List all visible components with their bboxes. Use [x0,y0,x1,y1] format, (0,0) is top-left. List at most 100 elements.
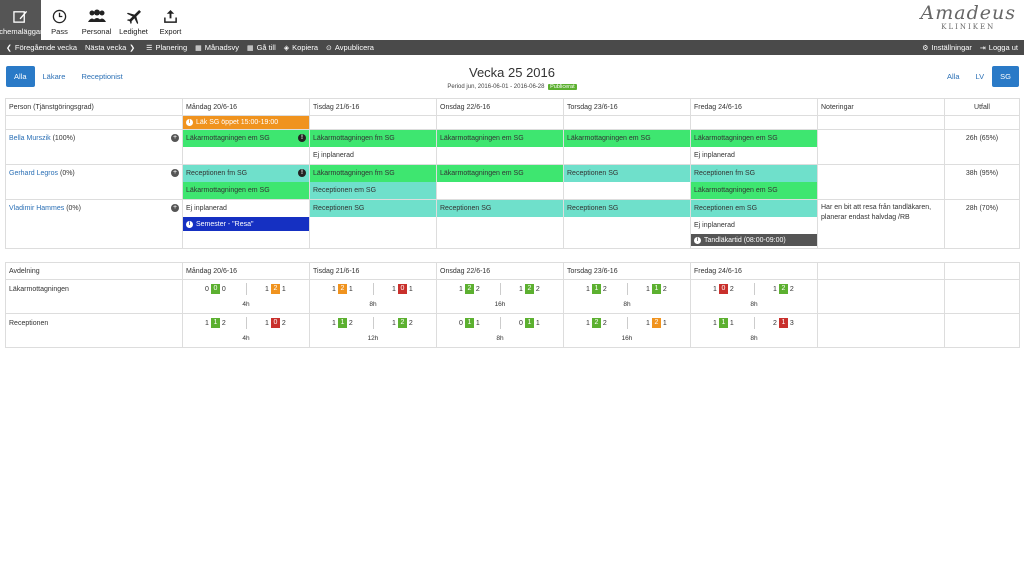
person-name[interactable]: Gerhard Legros [9,170,59,177]
outcome-value: 38h (95%) [965,170,999,177]
staffing-badge: 1 [591,284,601,294]
month-view-link[interactable]: ▦ Månadsvy [195,43,239,52]
divider [246,317,247,329]
alert-icon[interactable]: ! [298,134,306,142]
brand-logo: Amadeus KLINIKEN [921,4,1016,32]
leave-entry[interactable]: i Semester - "Resa" [183,217,309,231]
copy-link[interactable]: ◈ Kopiera [284,43,318,52]
leave-entry[interactable]: i Tandläkartid (08:00-09:00) [691,234,817,246]
shift[interactable]: Läkarmottagningen em SG [437,130,563,147]
person-name[interactable]: Bella Murszik [9,135,51,142]
person-name[interactable]: Vladimir Hammes [9,205,65,212]
next-week-link[interactable]: Nästa vecka ❯ [85,43,138,52]
add-shift-icon[interactable]: + [171,204,179,212]
shift[interactable]: Läkarmottagningen fm SG [310,130,436,147]
calendar-icon: ▦ [246,44,254,52]
shift-label: Receptionen em SG [694,205,758,212]
filter-all[interactable]: Alla [6,66,35,87]
staffing-hours: 8h [623,301,631,308]
toolbar-export[interactable]: Export [152,0,189,40]
prev-week-link[interactable]: ❮ Föregående vecka [6,43,77,52]
open-shift[interactable]: i Läk SG öppet 15:00-19:00 [183,116,309,129]
site-filter-sg[interactable]: SG [992,66,1019,87]
site-filter-lv[interactable]: LV [975,72,985,81]
shift[interactable]: Läkarmottagningen em SG! [183,130,309,147]
shift[interactable]: Läkarmottagningen em SG [437,165,563,182]
staffing-badge: 1 [210,318,220,328]
clock-icon [52,7,67,25]
calendar-icon: ▦ [195,44,202,52]
staffing-min: 1 [586,319,590,327]
toolbar-label: Pass [51,27,68,36]
week-period: Period jun, 2016-06-01 - 2016-06-28 Publ… [0,84,1024,90]
shift[interactable]: Receptionen SG [564,200,690,217]
shift-label: Receptionen SG [567,170,619,177]
shift-status: Ej inplanerad [694,152,735,159]
shift-label: Receptionen em SG [313,187,377,194]
filter-receptionist[interactable]: Receptionist [81,72,123,81]
staffing-max: 1 [729,319,734,327]
filter-doctors[interactable]: Läkare [42,72,66,81]
add-shift-icon[interactable]: + [171,169,179,177]
staffing-badge: 2 [651,318,661,328]
staffing-min: 0 [519,319,523,327]
staffing-max: 1 [662,319,667,327]
top-toolbar: Schemaläggare Pass Personal Ledighet Exp… [0,0,1024,40]
shift-label: Läkarmottagningen em SG [694,187,778,194]
shift[interactable]: Receptionen fm SG [691,165,817,182]
goto-link[interactable]: ▦ Gå till [247,43,276,52]
staffing-min: 1 [265,319,269,327]
toolbar-label: Personal [81,27,112,36]
add-shift-icon[interactable]: + [171,134,179,142]
shift[interactable]: Receptionen em SG [691,200,817,217]
logout-link[interactable]: ⇥ Logga ut [980,43,1018,52]
shift[interactable]: Receptionen SG [310,200,436,217]
planning-label: Planering [155,43,188,52]
staffing-badge: 1 [718,318,728,328]
staffing-badge: 2 [464,284,474,294]
staffing-min: 0 [459,319,463,327]
schedule-table: Person (Tjänstgöringsgrad) Måndag 20/6-1… [5,98,1020,249]
staffing-badge: 2 [591,318,601,328]
edit-icon [13,7,28,25]
leave-label: Semester - "Resa" [196,220,254,228]
table-row: Bella Murszik (100%) + Läkarmottagningen … [5,129,1020,165]
shift-label: Receptionen SG [567,205,619,212]
toolbar-scheduler[interactable]: Schemaläggare [0,0,47,40]
planning-link[interactable]: ☰ Planering [146,43,187,52]
gear-icon: ⚙ [922,44,929,52]
person-cell: Vladimir Hammes (0%) + [6,200,182,217]
unpublish-link[interactable]: ⊙ Avpublicera [326,43,374,52]
shift[interactable]: Läkarmottagningen em SG [564,130,690,147]
shift[interactable]: Läkarmottagningen em SG [183,182,309,199]
alert-icon[interactable]: ! [298,169,306,177]
toolbar-pass[interactable]: Pass [41,0,78,40]
shift[interactable]: Läkarmottagningen em SG [691,130,817,147]
shift[interactable]: Receptionen SG [564,165,690,182]
staffing-min: 1 [332,285,336,293]
shift[interactable]: Läkarmottagningen fm SG [310,165,436,182]
staffing-min: 1 [392,319,396,327]
toolbar-personal[interactable]: Personal [78,0,115,40]
shift[interactable]: Läkarmottagningen em SG [691,182,817,199]
col-wed: Onsdag 22/6-16 [436,262,564,280]
staffing-max: 2 [408,319,413,327]
site-filter-all[interactable]: Alla [947,72,960,81]
shift[interactable]: Receptionen em SG [310,182,436,199]
toolbar-leave[interactable]: Ledighet [115,0,152,40]
settings-link[interactable]: ⚙ Inställningar [922,43,972,52]
col-notes: Noteringar [817,98,945,116]
person-cell: Bella Murszik (100%) + [6,130,182,147]
shift[interactable]: Receptionen fm SG! [183,165,309,182]
staffing-cell: 1 2 1 1 0 1 8h [310,280,436,313]
staffing-badge: 0 [270,318,280,328]
shift[interactable]: Receptionen SG [437,200,563,217]
shift-status: Ej inplanerad [313,152,354,159]
site-filter: Alla LV SG [939,66,1019,87]
staffing-cell: 0 0 0 1 2 1 4h [183,280,309,313]
